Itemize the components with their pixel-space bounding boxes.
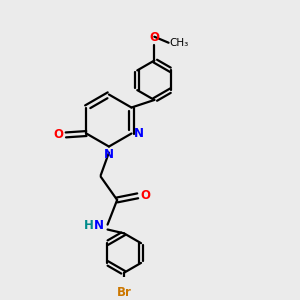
Text: O: O [53, 128, 63, 141]
Text: CH₃: CH₃ [169, 38, 189, 48]
Text: N: N [134, 127, 144, 140]
Text: N: N [104, 148, 114, 161]
Text: Br: Br [116, 286, 131, 298]
Text: H: H [83, 220, 93, 232]
Text: O: O [149, 31, 159, 44]
Text: O: O [140, 189, 150, 202]
Text: N: N [93, 220, 103, 232]
